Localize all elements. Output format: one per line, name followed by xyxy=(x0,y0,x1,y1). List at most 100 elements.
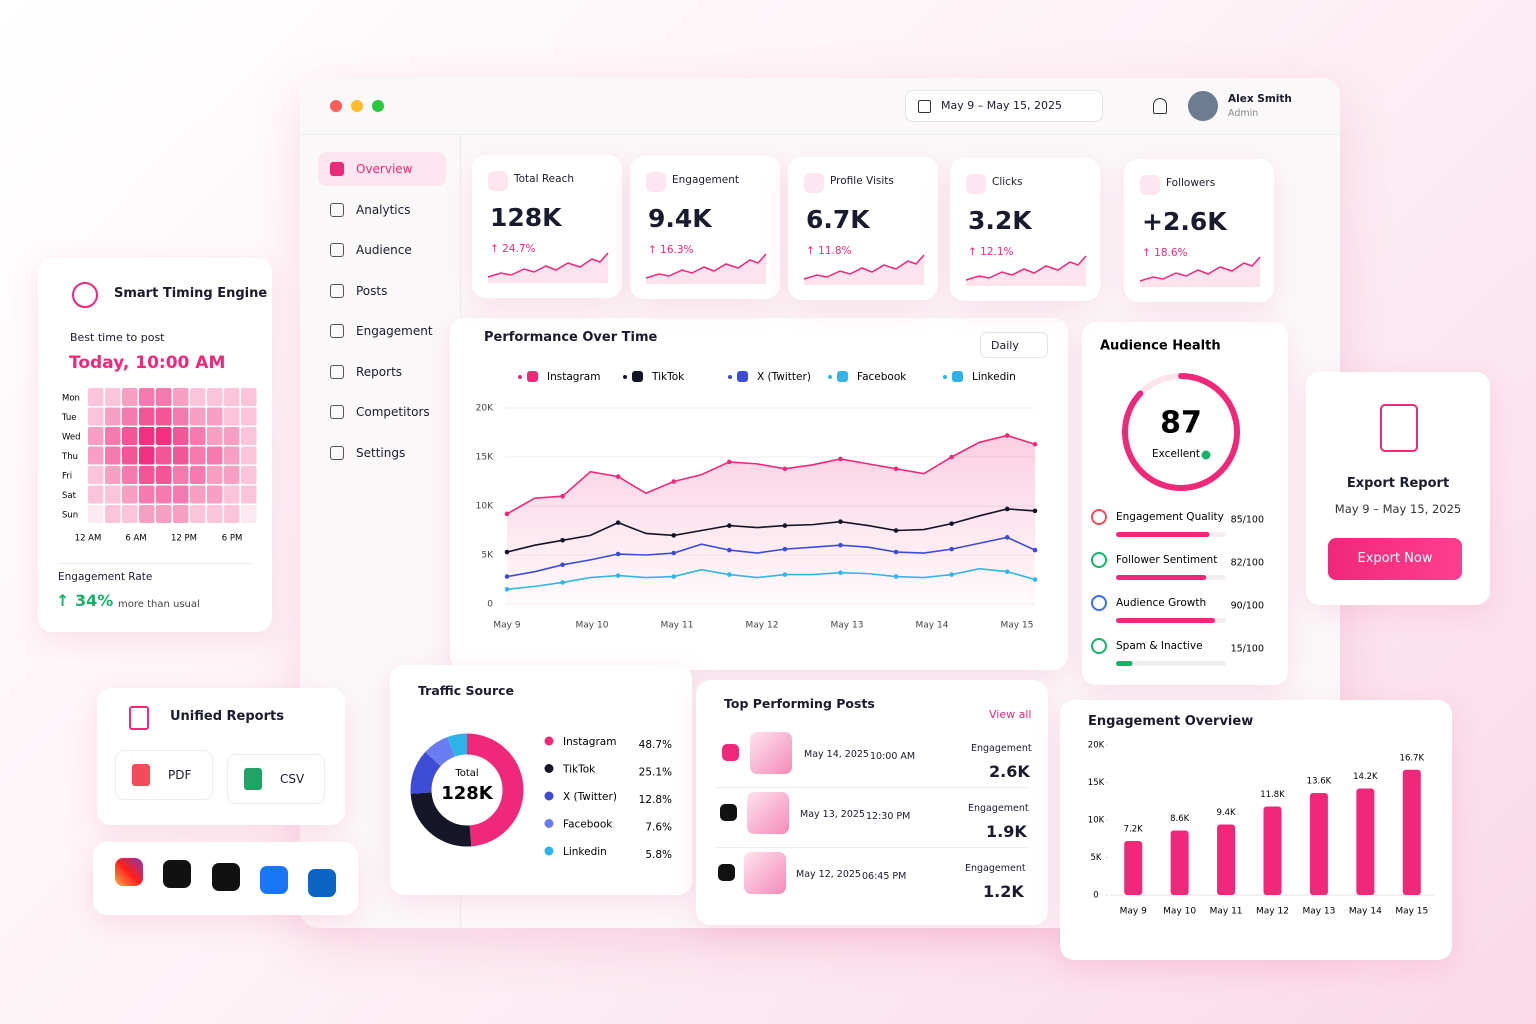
sparkline-area xyxy=(646,254,766,284)
sparkline-area xyxy=(1140,257,1260,287)
engagement-overview-card: Engagement Overview 0 5K 10K 15K 20K 7.2K May … xyxy=(1060,700,1452,960)
kpi-value: 6.7K xyxy=(806,205,870,234)
x-tick-label: May 11 xyxy=(1210,907,1243,917)
legend-label: TikTok xyxy=(562,764,596,776)
y-tick-label: 0 xyxy=(1093,891,1098,901)
period-dropdown[interactable]: Daily xyxy=(980,332,1048,358)
heat-cell xyxy=(88,446,104,465)
divider xyxy=(716,787,1028,788)
y-tick-label: 15K xyxy=(476,453,494,463)
x-icon[interactable] xyxy=(212,863,240,891)
audience-health: Audience Health 87 Excellent Engagement Qua… xyxy=(1091,339,1264,666)
value-label: 16.7K xyxy=(1400,753,1425,763)
heat-cell xyxy=(156,446,172,465)
period: Daily xyxy=(991,339,1019,352)
heat-cell xyxy=(207,427,223,445)
card-title: Audience Health xyxy=(1100,339,1221,354)
hour-label: 6 AM xyxy=(125,534,146,544)
y-tick-label: 5K xyxy=(1091,853,1102,863)
sparkline-line xyxy=(645,253,767,279)
heat-cell xyxy=(224,505,240,523)
point xyxy=(671,550,677,556)
day-label: Mon xyxy=(62,393,80,403)
x-tick-label: May 10 xyxy=(576,621,609,631)
avatar[interactable] xyxy=(1188,91,1218,121)
heat-cell xyxy=(241,446,257,465)
heat-cell xyxy=(224,446,240,465)
heat-cell xyxy=(139,485,155,504)
divider xyxy=(716,847,1028,848)
point xyxy=(782,466,788,472)
legend-dot xyxy=(544,764,554,773)
heat-cell xyxy=(156,388,172,406)
legend-label: TikTok xyxy=(651,371,685,383)
heat-cell xyxy=(224,485,240,504)
tiktok-icon[interactable] xyxy=(163,860,191,888)
social-icons-card xyxy=(93,842,358,915)
linkedin-icon[interactable] xyxy=(308,869,336,897)
metric-name: Spam & Inactive xyxy=(1116,640,1203,652)
sparkline-line xyxy=(803,254,925,280)
card-title: Traffic Source xyxy=(418,683,514,698)
bar xyxy=(1402,769,1421,895)
sparkline-area xyxy=(488,253,608,283)
x-tick-label: May 11 xyxy=(661,621,694,631)
window-dot[interactable] xyxy=(372,100,384,112)
nav-item[interactable]: Overview xyxy=(318,152,446,186)
point xyxy=(1004,569,1010,574)
nav-item[interactable]: Audience xyxy=(318,233,446,267)
value-label: 25.1% xyxy=(639,767,672,779)
legend-label: Facebook xyxy=(563,819,613,831)
value-label: 13.6K xyxy=(1307,777,1332,787)
post-value: 2.6K xyxy=(989,762,1030,781)
nav-icon xyxy=(330,445,344,460)
kpi-value: 3.2K xyxy=(968,206,1032,235)
x-tick-label: May 14 xyxy=(1349,907,1382,917)
kpi-card: Total Reach 128K ↑ 24.7% xyxy=(472,155,622,298)
legend-icon xyxy=(737,371,748,382)
view-all-link[interactable]: View all xyxy=(989,708,1032,721)
point xyxy=(782,523,788,528)
pdf-button[interactable]: PDF xyxy=(115,750,213,800)
x-tick-label: May 10 xyxy=(1163,907,1196,917)
csv-button[interactable]: CSV xyxy=(227,754,325,804)
sparkline xyxy=(803,254,925,285)
nav-item[interactable]: Settings xyxy=(318,436,446,470)
heat-cell xyxy=(207,466,223,484)
heat-cell xyxy=(156,407,172,426)
user-role: Admin xyxy=(1228,108,1259,119)
heat-cell xyxy=(241,407,257,426)
legend-dot xyxy=(828,375,832,379)
legend-icon xyxy=(632,371,643,382)
nav-item[interactable]: Reports xyxy=(318,355,446,389)
legend-dot xyxy=(518,375,522,379)
heat-cell xyxy=(224,388,240,406)
instagram-icon[interactable] xyxy=(115,858,143,886)
point xyxy=(949,572,954,577)
heat-cell xyxy=(122,427,138,445)
point xyxy=(949,521,954,526)
nav-item[interactable]: Competitors xyxy=(318,395,446,429)
kpi-change: ↑ 18.6% xyxy=(1142,247,1188,259)
point xyxy=(782,572,788,577)
facebook-icon[interactable] xyxy=(260,866,288,894)
bell-icon[interactable] xyxy=(1153,98,1167,114)
heat-cell xyxy=(88,485,104,504)
export-button[interactable]: Export Now xyxy=(1328,538,1462,580)
point xyxy=(504,574,510,579)
y-tick-label: 20K xyxy=(1088,741,1105,751)
window-dot[interactable] xyxy=(330,100,342,112)
card-title: Smart Timing Engine xyxy=(114,286,268,301)
kpi-label: Engagement xyxy=(672,174,739,186)
window-dot[interactable] xyxy=(351,100,363,112)
heat-cell xyxy=(105,407,121,426)
date-picker[interactable]: May 9 – May 15, 2025 xyxy=(905,90,1103,122)
nav-item[interactable]: Posts xyxy=(318,274,446,308)
point xyxy=(838,542,843,548)
nav-item[interactable]: Analytics xyxy=(318,193,446,227)
nav-item[interactable]: Engagement xyxy=(318,314,446,348)
card-title: Performance Over Time xyxy=(484,330,658,345)
kpi-label: Profile Visits xyxy=(830,175,894,187)
bar xyxy=(1263,806,1282,895)
